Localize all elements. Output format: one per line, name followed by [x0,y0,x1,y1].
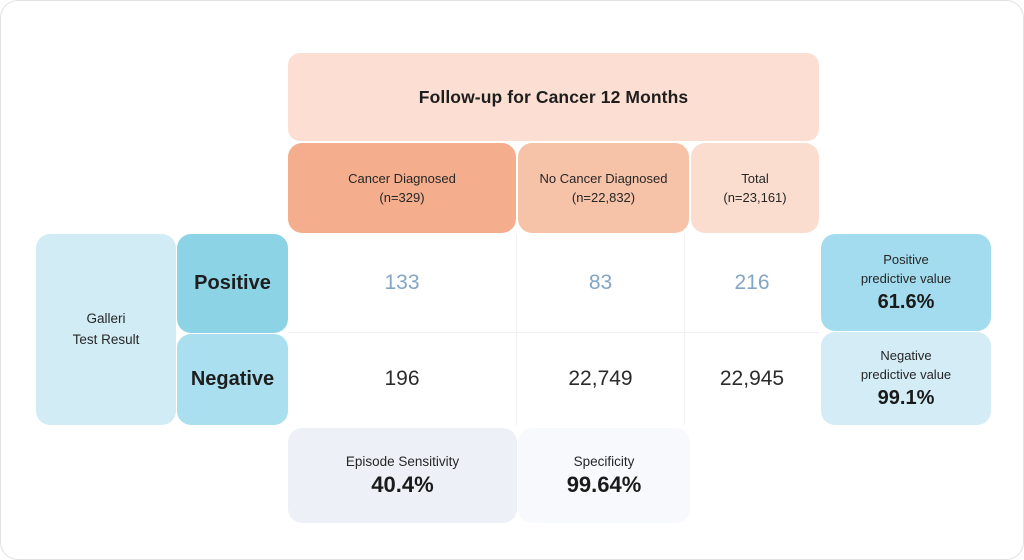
npv-label-line1: Negative [880,348,932,364]
specificity-label: Specificity [573,453,635,469]
cell-positive-total: 216 [685,234,819,333]
cell-negative-no-cancer-diagnosed: 22,749 [517,333,685,425]
column-header-label: Total [741,170,769,186]
npv-label-line2: predictive value [860,367,952,382]
column-header-n: (n=23,161) [723,190,787,205]
column-header-label: Cancer Diagnosed [348,170,456,186]
row-label-negative: Negative [177,334,288,425]
cell-negative-total: 22,945 [685,333,819,425]
row-label-positive: Positive [177,234,288,333]
row-group-galleri-test-result: Galleri Test Result [36,234,176,425]
ppv-label-line2: predictive value [860,271,952,286]
table-title-banner: Follow-up for Cancer 12 Months [288,53,819,141]
npv-value: 99.1% [877,386,935,409]
specificity-box: Specificity 99.64% [518,428,690,523]
column-header-total: Total (n=23,161) [691,143,819,233]
row-group-label-line1: Galleri [86,310,126,326]
column-header-label: No Cancer Diagnosed [539,170,668,186]
positive-predictive-value-box: Positive predictive value 61.6% [821,234,991,331]
sensitivity-label: Episode Sensitivity [345,453,460,469]
episode-sensitivity-box: Episode Sensitivity 40.4% [288,428,517,523]
cell-positive-cancer-diagnosed: 133 [288,234,517,333]
cell-negative-cancer-diagnosed: 196 [288,333,517,425]
sensitivity-value: 40.4% [371,471,434,497]
table-title: Follow-up for Cancer 12 Months [418,86,689,107]
specificity-value: 99.64% [566,471,642,497]
column-header-n: (n=329) [379,190,425,205]
negative-predictive-value-box: Negative predictive value 99.1% [821,332,991,425]
column-header-n: (n=22,832) [571,190,636,205]
cell-positive-no-cancer-diagnosed: 83 [517,234,685,333]
ppv-label-line1: Positive [883,252,929,268]
column-header-cancer-diagnosed: Cancer Diagnosed (n=329) [288,143,516,233]
data-grid: 133 83 216 196 22,749 22,945 [288,234,819,425]
column-header-no-cancer-diagnosed: No Cancer Diagnosed (n=22,832) [518,143,689,233]
ppv-value: 61.6% [877,290,935,313]
row-group-label-line2: Test Result [72,331,140,347]
